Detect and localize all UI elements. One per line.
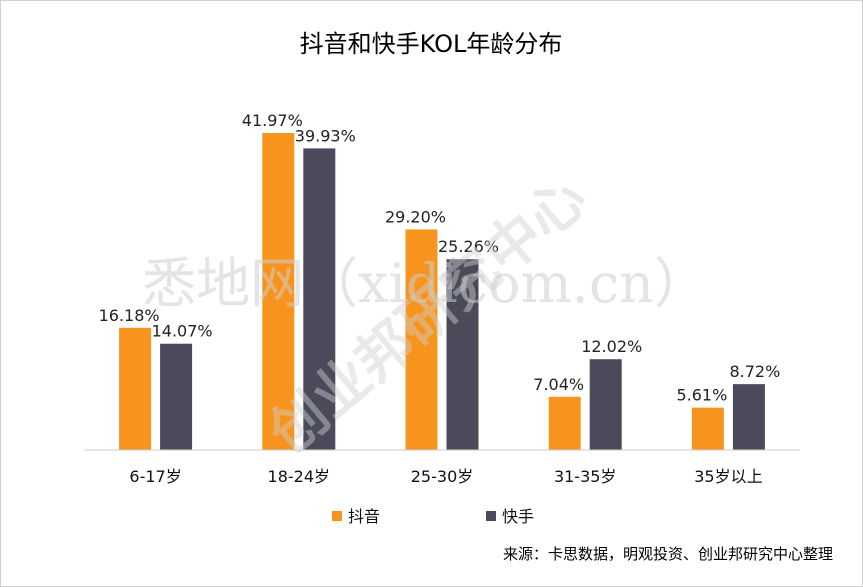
chart-title: 抖音和快手KOL年龄分布 xyxy=(300,30,563,58)
data-label-douyin-2: 29.20% xyxy=(385,207,446,226)
bar-douyin-1 xyxy=(262,133,295,450)
x-tick-label-2: 25-30岁 xyxy=(411,467,474,486)
legend-label-kuaishou: 快手 xyxy=(502,507,534,526)
data-label-kuaishou-3: 12.02% xyxy=(581,337,642,356)
data-label-douyin-1: 41.97% xyxy=(242,111,303,130)
bar-douyin-0 xyxy=(119,327,152,450)
legend-label-douyin: 抖音 xyxy=(348,507,380,526)
bar-kuaishou-4 xyxy=(732,384,765,450)
data-label-douyin-0: 16.18% xyxy=(99,306,160,325)
data-label-kuaishou-0: 14.07% xyxy=(152,322,213,341)
x-tick-label-4: 35岁以上 xyxy=(694,467,762,486)
legend-swatch-douyin xyxy=(332,511,342,521)
watermark-main: 悉地网（xidicom.cn） xyxy=(142,252,708,315)
x-tick-labels: 6-17岁 18-24岁 25-30岁 31-35岁 35岁以上 xyxy=(129,467,762,486)
legend: 抖音 快手 xyxy=(332,507,534,526)
bar-douyin-4 xyxy=(691,407,724,450)
x-tick-label-1: 18-24岁 xyxy=(268,467,331,486)
legend-swatch-kuaishou xyxy=(486,511,496,521)
bar-douyin-2 xyxy=(405,229,438,450)
x-tick-label-0: 6-17岁 xyxy=(129,467,181,486)
bars-group: 16.18%14.07% 41.97%39.93% 29.20% 25.26% 7.04… xyxy=(99,111,780,450)
bar-douyin-3 xyxy=(548,396,581,450)
bar-kuaishou-1 xyxy=(303,148,336,450)
data-label-kuaishou-1: 39.93% xyxy=(295,126,356,145)
x-tick-label-3: 31-35岁 xyxy=(554,467,617,486)
source-note: 来源：卡思数据，明观投资、创业邦研究中心整理 xyxy=(503,545,833,563)
data-label-douyin-4: 5.61% xyxy=(676,386,727,405)
data-label-kuaishou-2: 25.26% xyxy=(438,237,499,256)
data-label-kuaishou-4: 8.72% xyxy=(729,362,780,381)
bar-kuaishou-3 xyxy=(589,359,622,450)
bar-kuaishou-0 xyxy=(160,343,193,450)
data-label-douyin-3: 7.04% xyxy=(533,375,584,394)
bar-kuaishou-2 xyxy=(446,259,479,450)
